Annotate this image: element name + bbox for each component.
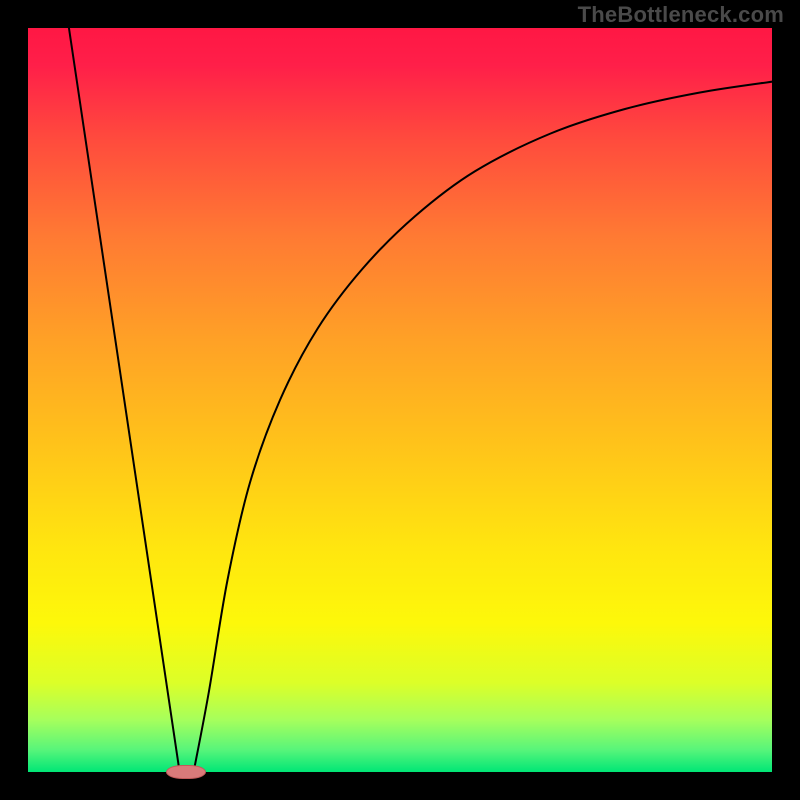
curve-left-branch (69, 25, 180, 771)
optimum-marker (166, 765, 206, 779)
bottleneck-curve (25, 25, 775, 775)
curve-right-branch (194, 81, 775, 771)
watermark-text: TheBottleneck.com (578, 2, 784, 28)
